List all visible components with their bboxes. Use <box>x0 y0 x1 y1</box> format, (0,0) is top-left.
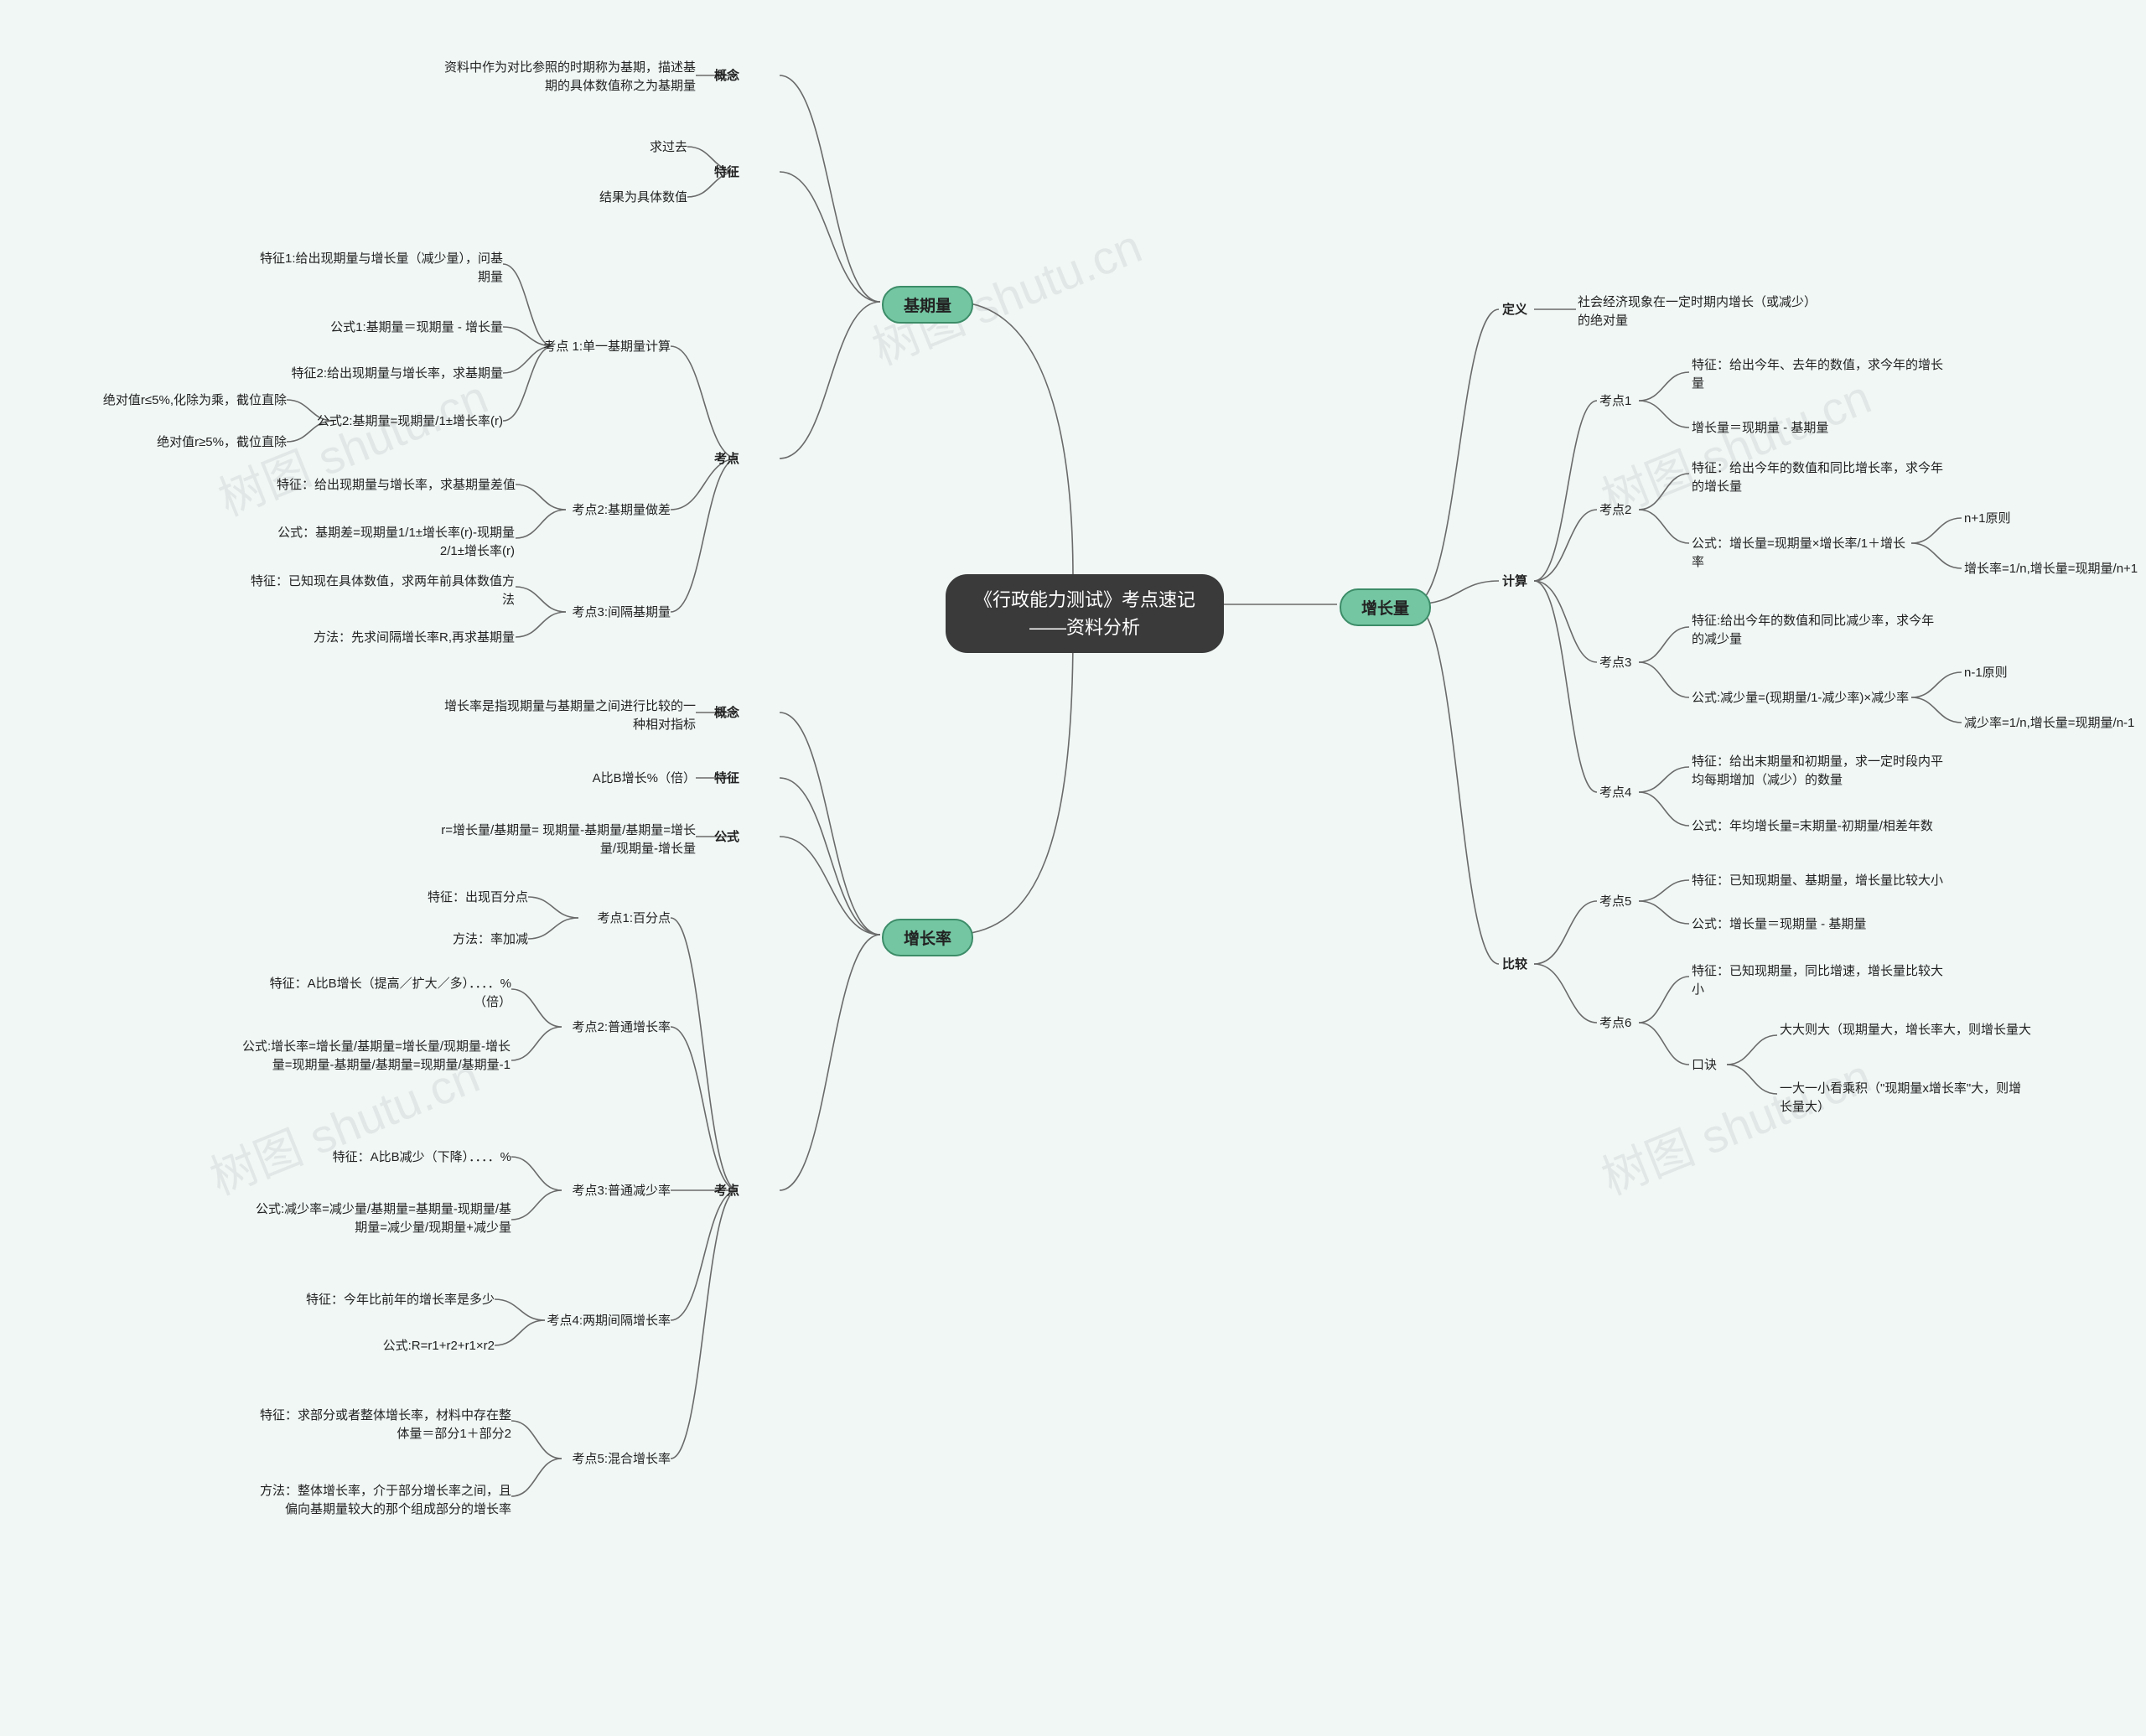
zzhl-k5-lbl: 考点5:混合增长率 <box>553 1450 671 1469</box>
zzhl-k1b: 方法：率加减 <box>434 930 528 949</box>
jql-gainian: 资料中作为对比参照的时期称为基期，描述基期的具体数值称之为基期量 <box>436 59 696 96</box>
k5a: 特征：已知现期量、基期量，增长量比较大小 <box>1692 872 1943 890</box>
k6-kj1: 大大则大（现期量大，增长率大，则增长量大 <box>1780 1021 2031 1039</box>
jql-tz1: 求过去 <box>604 138 687 157</box>
jql-k1d: 公式2:基期量=现期量/1±增长率(r) <box>310 412 503 431</box>
root-line2: ——资料分析 <box>1029 617 1140 638</box>
jql-k3-lbl: 考点3:间隔基期量 <box>552 604 671 622</box>
jql-k1a: 特征1:给出现期量与增长量（减少量），问基期量 <box>260 250 503 287</box>
k6-koujue: 口诀 <box>1692 1056 1717 1075</box>
k4-label: 考点4 <box>1599 784 1631 802</box>
jql-k1b: 公式1:基期量＝现期量 - 增长量 <box>317 319 503 337</box>
k1-label: 考点1 <box>1599 392 1631 411</box>
root-node: 《行政能力测试》考点速记 ——资料分析 <box>946 574 1224 653</box>
zzhl-k5a: 特征：求部分或者整体增长率，材料中存在整体量＝部分1＋部分2 <box>250 1407 511 1443</box>
k6a: 特征：已知现期量，同比增速，增长量比较大小 <box>1692 962 1943 999</box>
k1b: 增长量＝现期量 - 基期量 <box>1692 419 1828 438</box>
k2a: 特征：给出今年的数值和同比增长率，求今年的增长量 <box>1692 459 1943 496</box>
jql-tz-lbl: 特征 <box>711 163 739 182</box>
zzhl-k3-lbl: 考点3:普通减少率 <box>553 1182 671 1200</box>
jql-k3a: 特征：已知现在具体数值，求两年前具体数值方法 <box>250 573 515 609</box>
k3b: 公式:减少量=(现期量/1-减少率)×减少率 <box>1692 689 1909 707</box>
k3b-n1: n-1原则 <box>1964 664 2008 682</box>
zzhl-k3b: 公式:减少率=减少量/基期量=基期量-现期量/基期量=减少量/现期量+减少量 <box>250 1200 511 1237</box>
k2-label: 考点2 <box>1599 501 1631 520</box>
zzhl-k2b: 公式:增长率=增长量/基期量=增长量/现期量-增长量=现期量-基期量/基期量=现… <box>231 1038 511 1075</box>
k3-label: 考点3 <box>1599 654 1631 672</box>
jql-kd-lbl: 考点 <box>711 450 739 469</box>
jql-k2a: 特征：给出现期量与增长率，求基期量差值 <box>272 476 516 495</box>
jql-k2b: 公式：基期差=现期量1/1±增长率(r)-现期量2/1±增长率(r) <box>250 524 515 561</box>
zzhl-k2-lbl: 考点2:普通增长率 <box>553 1018 671 1037</box>
jql-k2-lbl: 考点2:基期量做差 <box>552 501 671 520</box>
jql-tz2: 结果为具体数值 <box>568 189 687 207</box>
zzhl-k1-lbl: 考点1:百分点 <box>580 909 671 928</box>
zzhl-kd-lbl: 考点 <box>711 1182 739 1200</box>
zzhl-k4a: 特征：今年比前年的增长率是多少 <box>300 1291 495 1309</box>
zzhl-gs: r=增长量/基期量= 现期量-基期量/基期量=增长量/现期量-增长量 <box>436 821 696 858</box>
jql-k3b: 方法：先求间隔增长率R,再求基期量 <box>308 629 515 647</box>
label-bijiao: 比较 <box>1502 956 1527 974</box>
k6-kj2: 一大一小看乘积（"现期量x增长率"大，则增长量大） <box>1780 1080 2031 1117</box>
zzhl-k2a: 特征：A比B增长（提高／扩大／多）．．．．%（倍） <box>250 975 511 1012</box>
branch-zengzhangliang: 增长量 <box>1340 588 1431 626</box>
zzhl-k1a: 特征：出现百分点 <box>419 889 528 907</box>
jql-k1c: 特征2:给出现期量与增长率，求基期量 <box>285 365 503 383</box>
zzhl-gs-lbl: 公式 <box>711 828 739 847</box>
root-line1: 《行政能力测试》考点速记 <box>974 589 1195 610</box>
jql-k1-lbl: 考点 1:单一基期量计算 <box>535 338 671 356</box>
label-dingyi: 定义 <box>1502 301 1527 319</box>
k5-label: 考点5 <box>1599 893 1631 911</box>
zzhl-gainian: 增长率是指现期量与基期量之间进行比较的一种相对指标 <box>436 697 696 734</box>
k2b-n2: 增长率=1/n,增长量=现期量/n+1 <box>1964 560 2138 578</box>
branch-zengzhanglv: 增长率 <box>882 919 973 956</box>
zzhl-k5b: 方法：整体增长率，介于部分增长率之间，且偏向基期量较大的那个组成部分的增长率 <box>250 1482 511 1519</box>
k5b: 公式：增长量＝现期量 - 基期量 <box>1692 915 1866 934</box>
jql-k1d-n2: 绝对值r≥5%，截位直除 <box>132 433 287 452</box>
k6-label: 考点6 <box>1599 1014 1631 1033</box>
k3b-n2: 减少率=1/n,增长量=现期量/n-1 <box>1964 714 2134 733</box>
dingyi-text: 社会经济现象在一定时期内增长（或减少）的绝对量 <box>1578 293 1821 330</box>
zzhl-k4-lbl: 考点4:两期间隔增长率 <box>530 1312 671 1330</box>
label-jisuan: 计算 <box>1502 573 1527 591</box>
k2b-n1: n+1原则 <box>1964 510 2010 528</box>
zzhl-tz: A比B增长%（倍） <box>570 770 696 788</box>
zzhl-tz-lbl: 特征 <box>711 770 739 788</box>
k3a: 特征:给出今年的数值和同比减少率，求今年的减少量 <box>1692 612 1943 649</box>
k2b: 公式：增长量=现期量×增长率/1＋增长率 <box>1692 535 1910 572</box>
k1a: 特征：给出今年、去年的数值，求今年的增长量 <box>1692 356 1943 393</box>
k4b: 公式：年均增长量=末期量-初期量/相差年数 <box>1692 817 1933 836</box>
branch-jiqiliang: 基期量 <box>882 286 973 324</box>
zzhl-k4b: 公式:R=r1+r2+r1×r2 <box>350 1337 495 1355</box>
zzhl-k3a: 特征：A比B减少（下降）．．．．% <box>319 1148 511 1167</box>
jql-k1d-n1: 绝对值r≤5%,化除为乘，截位直除 <box>84 391 287 410</box>
zzhl-gainian-lbl: 概念 <box>711 704 739 723</box>
k4a: 特征：给出末期量和初期量，求一定时段内平均每期增加（减少）的数量 <box>1692 753 1943 790</box>
jql-gainian-lbl: 概念 <box>711 67 739 86</box>
